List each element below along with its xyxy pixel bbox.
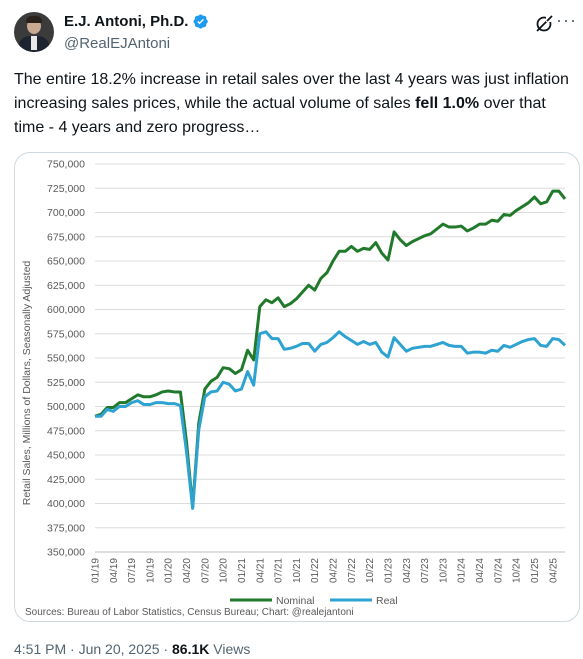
tweet-text: The entire 18.2% increase in retail sale… xyxy=(14,71,569,136)
chart-series xyxy=(94,189,567,510)
chart-image[interactable]: 350,000 375,000 400,000 425,000 450,000 475,0… xyxy=(14,152,580,622)
views-label: Views xyxy=(213,641,251,657)
grok-icon[interactable] xyxy=(534,14,554,34)
x-tick-label: 10/19 xyxy=(145,558,156,583)
x-tick-label: 01/19 xyxy=(91,558,102,583)
x-tick-label: 07/20 xyxy=(200,558,211,583)
x-tick-label: 01/25 xyxy=(530,558,541,583)
x-tick-label: 04/24 xyxy=(475,558,486,583)
series-line-nominal xyxy=(94,189,567,509)
x-tick-label: 04/25 xyxy=(548,558,559,583)
y-tick-label: 525,000 xyxy=(47,377,85,389)
series-line-real xyxy=(95,330,567,510)
x-tick-label: 07/23 xyxy=(420,558,431,583)
retail-sales-chart: 350,000 375,000 400,000 425,000 450,000 475,0… xyxy=(21,159,567,618)
more-options-icon[interactable]: ··· xyxy=(556,10,577,30)
x-axis-ticks: 01/19 04/19 07/19 10/19 01/20 04/20 07/20 10/20… xyxy=(91,558,560,583)
y-axis-ticks: 350,000 375,000 400,000 425,000 450,000 475,0… xyxy=(47,159,85,559)
x-tick-label: 01/22 xyxy=(310,558,321,583)
y-axis-label: Retail Sales, Millions of Dollars, Seaso… xyxy=(21,261,33,506)
x-tick-label: 10/24 xyxy=(512,558,523,583)
y-tick-label: 475,000 xyxy=(47,425,85,437)
x-tick-label: 01/23 xyxy=(383,558,394,583)
x-tick-label: 07/19 xyxy=(127,558,138,583)
y-tick-label: 750,000 xyxy=(47,159,85,171)
x-tick-label: 04/23 xyxy=(402,558,413,583)
y-tick-label: 675,000 xyxy=(47,231,85,243)
y-tick-label: 600,000 xyxy=(47,304,85,316)
tweet-date[interactable]: Jun 20, 2025 xyxy=(78,641,160,657)
y-tick-label: 500,000 xyxy=(47,401,85,413)
x-tick-label: 01/24 xyxy=(457,558,468,583)
x-tick-label: 10/21 xyxy=(292,558,303,583)
chart-gridlines xyxy=(95,163,565,553)
y-tick-label: 350,000 xyxy=(47,547,85,559)
chart-legend: Nominal Real xyxy=(230,595,398,607)
display-name[interactable]: E.J. Antoni, Ph.D. xyxy=(64,13,189,30)
legend-label-nominal: Nominal xyxy=(276,595,315,607)
y-tick-label: 700,000 xyxy=(47,207,85,219)
view-count: 86.1K xyxy=(172,641,210,657)
y-tick-label: 575,000 xyxy=(47,328,85,340)
y-tick-label: 450,000 xyxy=(47,450,85,462)
y-tick-label: 400,000 xyxy=(47,498,85,510)
tweet-time[interactable]: 4:51 PM xyxy=(14,641,67,657)
author-name-row: E.J. Antoni, Ph.D. xyxy=(64,13,209,30)
x-tick-label: 07/24 xyxy=(493,558,504,583)
avatar[interactable] xyxy=(14,12,54,52)
x-tick-label: 04/21 xyxy=(255,558,266,583)
x-tick-label: 04/22 xyxy=(329,558,340,583)
x-tick-label: 10/20 xyxy=(219,558,230,583)
y-tick-label: 375,000 xyxy=(47,522,85,534)
y-tick-label: 625,000 xyxy=(47,280,85,292)
tweet-meta: 4:51 PM · Jun 20, 2025 · 86.1K Views xyxy=(14,641,251,657)
author-handle[interactable]: @RealEJAntoni xyxy=(64,35,171,52)
x-tick-label: 10/22 xyxy=(365,558,376,583)
y-tick-label: 425,000 xyxy=(47,474,85,486)
x-tick-label: 04/19 xyxy=(109,558,120,583)
verified-badge-icon xyxy=(193,14,209,29)
x-tick-label: 01/21 xyxy=(237,558,248,583)
x-tick-label: 10/23 xyxy=(438,558,449,583)
x-tick-label: 04/20 xyxy=(182,558,193,583)
x-tick-label: 07/22 xyxy=(347,558,358,583)
legend-label-real: Real xyxy=(376,595,398,607)
x-tick-label: 01/20 xyxy=(164,558,175,583)
x-tick-label: 07/21 xyxy=(274,558,285,583)
y-tick-label: 550,000 xyxy=(47,353,85,365)
chart-source: Sources: Bureau of Labor Statistics, Cen… xyxy=(25,607,354,618)
y-tick-label: 650,000 xyxy=(47,256,85,268)
y-tick-label: 725,000 xyxy=(47,183,85,195)
